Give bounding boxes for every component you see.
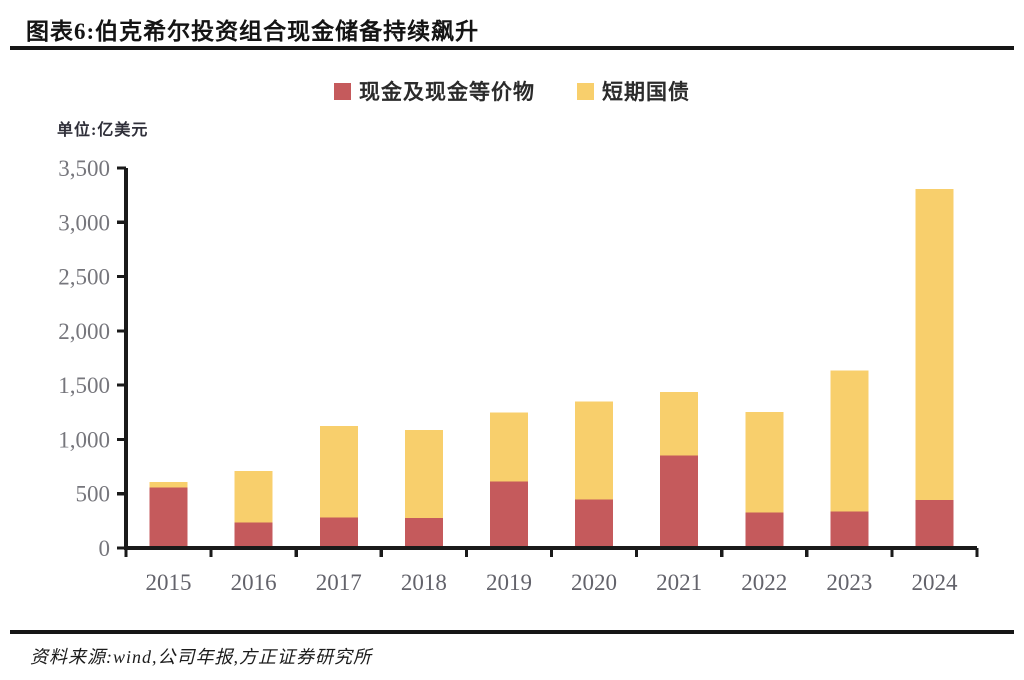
- x-tick-label: 2023: [826, 570, 872, 595]
- bar-segment-2017: [319, 517, 358, 548]
- y-tick-label: 2,000: [58, 319, 110, 344]
- tbill-legend-swatch-icon: [577, 82, 594, 100]
- y-tick-label: 3,000: [58, 210, 110, 235]
- x-tick-label: 2015: [146, 570, 192, 595]
- legend-item-cash: 现金及现金等价物: [334, 76, 535, 106]
- bar-segment-2015: [149, 481, 188, 488]
- x-tick-label: 2019: [486, 570, 532, 595]
- x-tick-label: 2017: [316, 570, 362, 595]
- bar-segment-2022: [745, 512, 784, 548]
- x-tick-label: 2016: [231, 570, 277, 595]
- bar-segment-2019: [489, 412, 528, 482]
- bar-segment-2020: [575, 401, 614, 500]
- x-tick-label: 2022: [741, 570, 787, 595]
- bar-segment-2024: [915, 499, 954, 548]
- title-divider: [10, 46, 1014, 50]
- x-tick-label: 2021: [656, 570, 702, 595]
- bar-segment-2016: [234, 522, 273, 548]
- bar-segment-2016: [234, 471, 273, 523]
- source-note: 资料来源:wind,公司年报,方正证券研究所: [30, 647, 372, 667]
- x-tick-label: 2024: [911, 570, 958, 595]
- y-tick-label: 1,000: [58, 427, 110, 452]
- bar-segment-2020: [575, 499, 614, 548]
- y-tick-label: 500: [76, 482, 111, 507]
- legend-label-cash: 现金及现金等价物: [359, 80, 535, 104]
- bar-segment-2017: [319, 425, 358, 518]
- bar-segment-2023: [830, 370, 869, 512]
- bar-segment-2018: [404, 518, 443, 548]
- bar-segment-2021: [660, 455, 699, 548]
- y-tick-label: 3,500: [58, 156, 110, 181]
- bar-segment-2023: [830, 511, 869, 548]
- y-tick-label: 2,500: [58, 265, 110, 290]
- bar-segment-2021: [660, 391, 699, 456]
- chart-legend: 现金及现金等价物 短期国债: [0, 76, 1024, 106]
- legend-item-tbill: 短期国债: [577, 76, 690, 106]
- x-tick-label: 2018: [401, 570, 447, 595]
- y-tick-label: 0: [99, 536, 111, 561]
- bar-segment-2015: [149, 487, 188, 548]
- x-tick-label: 2020: [571, 570, 617, 595]
- legend-label-tbill: 短期国债: [602, 80, 690, 104]
- y-tick-label: 1,500: [58, 373, 110, 398]
- cash-legend-swatch-icon: [334, 82, 351, 100]
- bar-segment-2022: [745, 412, 784, 513]
- unit-label: 单位:亿美元: [57, 122, 149, 139]
- page-title: 图表6:伯克希尔投资组合现金储备持续飙升: [26, 19, 480, 44]
- bar-segment-2019: [489, 481, 528, 548]
- bar-segment-2018: [404, 429, 443, 519]
- source-divider: [10, 630, 1014, 634]
- bar-segment-2024: [915, 188, 954, 500]
